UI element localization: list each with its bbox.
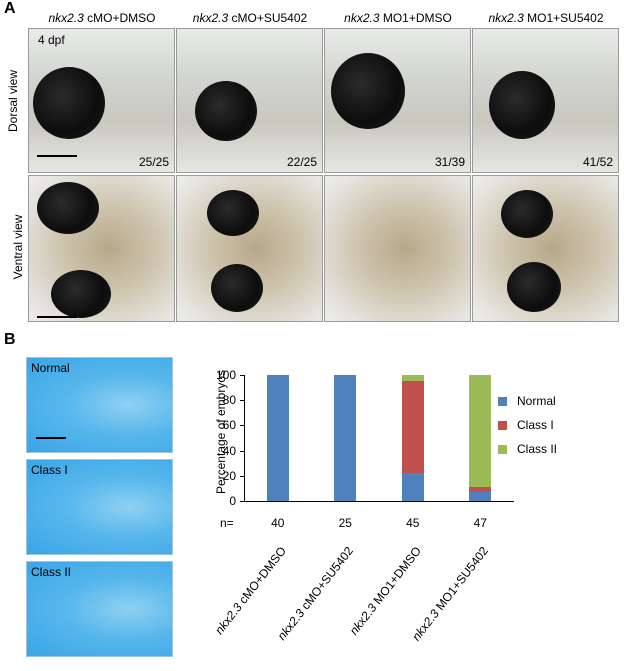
x-tick-gene: nkx2.3 [346,601,380,638]
y-tick-label: 40 [222,443,236,458]
bar-segment-class-ii [469,375,492,488]
dorsal-image-3: 31/39 [324,28,471,173]
panel-a-letter: A [4,0,16,17]
eye [195,81,257,141]
bar-segment-normal [401,473,424,501]
cartilage-image-class-i: Class I [26,459,173,555]
x-tick-treatment: cMO+SU5402 [296,544,357,615]
column-header-2: nkx2.3 cMO+SU5402 [176,11,324,25]
panel-b-letter: B [4,331,16,348]
x-tick-treatment: cMO+DMSO [233,544,289,610]
cartilage-image-normal: Normal [26,357,173,453]
ventral-image-3 [324,175,471,322]
eye [207,190,259,236]
n-value: 45 [406,516,420,530]
n-values: 40 25 45 47 [244,516,514,532]
x-axis-line [244,501,514,502]
legend-swatch [498,397,507,406]
cartilage-image-class-ii: Class II [26,561,173,657]
column-gene: nkx2.3 [344,11,380,25]
n-value: 40 [271,516,285,530]
column-treatment: MO1+DMSO [379,11,452,25]
y-tick-label: 60 [222,418,236,433]
embryo-count: 22/25 [286,155,317,169]
row-label-dorsal: Dorsal view [6,70,20,133]
dorsal-image-2: 22/25 [176,28,323,173]
stacked-bar-chart: Percentage of embryos 0 20 40 60 80 100 n= 40… [200,360,624,660]
column-treatment: MO1+SU5402 [523,11,604,25]
dorsal-image-1: 4 dpf 25/25 [28,28,175,173]
bar-segment-class-i [401,381,424,474]
bar-segment-normal [334,375,357,501]
plot-area: 0 20 40 60 80 100 [216,368,514,508]
ventral-image-1 [28,175,175,322]
x-tick-treatment: MO1+SU5402 [431,544,492,616]
eye [211,264,263,312]
scale-bar [37,316,77,318]
ventral-image-4 [472,175,619,322]
y-tick [240,450,244,452]
embryo-count: 25/25 [138,155,169,169]
n-value: 47 [473,516,487,530]
row-label-ventral: Ventral view [11,214,25,280]
eye [331,53,405,129]
bar-segment-class-i [469,487,492,493]
embryo-count: 31/39 [434,155,465,169]
n-value: 25 [338,516,352,530]
eye [507,262,561,312]
y-tick [240,425,244,427]
y-tick [240,501,244,502]
y-tick [240,475,244,477]
eye [33,67,105,139]
column-header-1: nkx2.3 cMO+DMSO [28,11,176,25]
eye [489,71,555,139]
y-tick-label: 0 [229,494,236,508]
dorsal-image-4: 41/52 [472,28,619,173]
legend-label: Class II [517,442,558,456]
column-treatment: cMO+SU5402 [228,11,308,25]
legend-swatch [498,421,507,430]
cartilage-label: Normal [31,361,70,375]
y-tick-label: 20 [222,468,236,483]
stage-label: 4 dpf [38,33,65,47]
y-tick-label: 80 [222,393,236,408]
legend-item: Class I [498,418,554,432]
legend-item: Class II [498,442,557,456]
bar-segment-normal [266,375,289,501]
embryo-count: 41/52 [582,155,613,169]
cartilage-label: Class I [31,463,68,477]
legend-swatch [498,445,507,454]
scale-bar [37,155,77,157]
y-axis-line [244,375,245,501]
y-tick-label: 100 [215,368,236,382]
legend-item: Normal [498,394,556,408]
cartilage-label: Class II [31,565,72,579]
eye [501,190,553,238]
y-tick [240,400,244,402]
column-header-3: nkx2.3 MO1+DMSO [324,11,472,25]
legend-label: Class I [517,418,554,432]
n-label: n= [220,516,234,530]
column-header-4: nkx2.3 MO1+SU5402 [472,11,620,25]
eye [37,182,99,234]
legend: Normal Class I Class II [498,394,618,464]
column-gene: nkx2.3 [192,11,229,25]
column-gene: nkx2.3 [488,11,524,25]
x-tick-treatment: MO1+DMSO [368,544,424,610]
scale-bar [36,437,66,439]
bar-segment-normal [469,492,492,501]
ventral-image-2 [176,175,323,322]
bar-segment-class-ii [401,375,424,382]
y-tick [240,375,244,376]
legend-label: Normal [517,394,556,408]
column-treatment: cMO+DMSO [83,11,156,25]
eye [51,270,111,318]
column-gene: nkx2.3 [48,11,84,25]
